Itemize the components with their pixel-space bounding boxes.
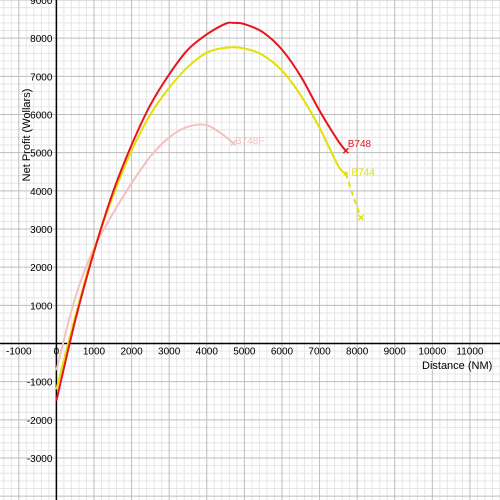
x-tick-label: 6000 <box>271 347 294 358</box>
x-axis-label: Distance (NM) <box>422 360 492 372</box>
series-b748: B748 <box>55 21 372 401</box>
x-tick-label: 11000 <box>456 347 484 358</box>
x-tick-label: 4000 <box>196 347 219 358</box>
y-tick-label: -3000 <box>27 454 53 465</box>
y-tick-label: 5000 <box>30 149 53 160</box>
series-end-marker-b748 <box>342 147 349 154</box>
series-layer: B748F B744 B748 <box>55 21 376 401</box>
x-tick-label: 3000 <box>158 347 181 358</box>
y-tick-label: 7000 <box>30 72 53 83</box>
x-tick-label: -1000 <box>6 347 32 358</box>
x-tick-label: 9000 <box>384 347 407 358</box>
x-tick-labels: -1000 0 1000 2000 3000 4000 5000 6000 7000 8000 90… <box>6 347 484 358</box>
y-tick-label: 2000 <box>30 263 53 274</box>
series-line-b748f <box>55 123 234 371</box>
x-tick-label: 7000 <box>308 347 331 358</box>
x-tick-label: 5000 <box>233 347 256 358</box>
x-tick-label: 8000 <box>346 347 369 358</box>
y-tick-label: 1000 <box>30 301 53 312</box>
y-tick-label: 3000 <box>30 225 53 236</box>
x-tick-label: 10000 <box>418 347 446 358</box>
marker-stroke <box>230 140 237 147</box>
y-tick-label: -1000 <box>27 378 53 389</box>
y-tick-label: 4000 <box>30 187 53 198</box>
series-line-b748 <box>55 21 347 401</box>
x-tick-label: 0 <box>54 347 60 358</box>
y-tick-label: 9000 <box>30 0 53 7</box>
y-tick-label: 6000 <box>30 111 53 122</box>
series-b748f: B748F <box>55 123 264 371</box>
series-label-b744: B744 <box>352 168 376 179</box>
marker-stroke <box>342 147 349 154</box>
y-axis-label: Net Profit (Wollars) <box>21 89 33 182</box>
series-label-marker-b744 <box>343 171 348 176</box>
x-tick-label: 1000 <box>83 347 106 358</box>
x-tick-label: 2000 <box>120 347 143 358</box>
y-tick-labels: -3000 -2000 -1000 1000 2000 3000 4000 5000 6000 7… <box>27 0 53 465</box>
y-tick-label: -2000 <box>27 416 53 427</box>
series-end-marker-b744 <box>357 214 364 221</box>
series-end-marker-b748f <box>230 140 237 147</box>
series-label-b748: B748 <box>348 139 372 150</box>
series-label-b748f: B748F <box>235 136 264 147</box>
y-tick-label: 8000 <box>30 34 53 45</box>
marker-stroke <box>357 214 364 221</box>
